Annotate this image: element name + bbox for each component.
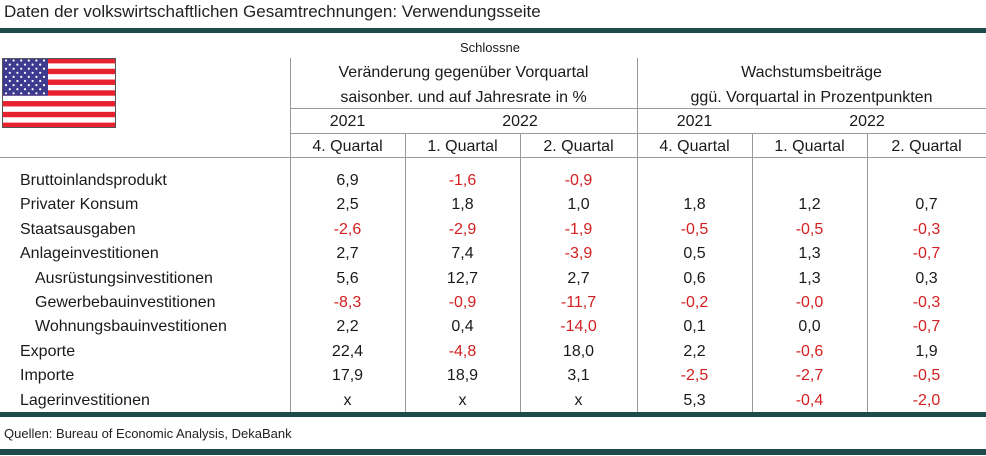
table-cell: 2,2 xyxy=(336,318,359,336)
table-cell: 17,9 xyxy=(331,367,364,385)
table-cell: 0,3 xyxy=(915,269,938,287)
table-cell: 3,1 xyxy=(567,367,590,385)
table-cell: -1,6 xyxy=(448,172,477,189)
table-cell: 7,4 xyxy=(451,245,474,263)
table-cell: 12,7 xyxy=(446,269,479,287)
row-label: Lagerinvestitionen xyxy=(20,391,150,409)
table-cell: 2,5 xyxy=(336,196,359,214)
group1-subtitle: saisonber. und auf Jahresrate in % xyxy=(340,89,587,106)
table-cell: 6,9 xyxy=(336,172,359,189)
quarter-header: 4. Quartal xyxy=(659,138,730,155)
year-label: 2021 xyxy=(676,113,713,130)
table-cell: x xyxy=(458,391,467,409)
bottom-rule-top xyxy=(0,412,986,417)
table-cell: -0,5 xyxy=(795,220,824,238)
divider-group xyxy=(637,58,638,412)
us-flag-icon xyxy=(2,58,116,128)
table-cell: 1,2 xyxy=(798,196,821,214)
table-cell: -0,9 xyxy=(448,294,477,311)
table-cell: -0,9 xyxy=(564,172,593,189)
table-cell: 0,7 xyxy=(915,196,938,214)
table-cell: -4,8 xyxy=(448,342,477,360)
table-cell: -2,7 xyxy=(795,367,824,385)
row-label: Importe xyxy=(20,367,75,385)
table-cell: 5,3 xyxy=(683,391,706,409)
table-cell: -2,5 xyxy=(680,367,709,385)
table-cell: -0,2 xyxy=(680,294,709,311)
group1-title: Veränderung gegenüber Vorquartal xyxy=(338,64,589,81)
table-cell: -2,9 xyxy=(448,220,477,238)
header-bottom-line xyxy=(0,157,986,158)
table-cell: -3,9 xyxy=(564,245,593,263)
table-cell: 0,4 xyxy=(451,318,474,336)
source-note: Quellen: Bureau of Economic Analysis, De… xyxy=(4,426,292,441)
table-cell: 22,4 xyxy=(331,342,364,360)
table-cell: x xyxy=(574,391,583,409)
table-cell: 2,7 xyxy=(336,245,359,263)
quarter-header: 4. Quartal xyxy=(312,138,383,155)
divider-col xyxy=(405,133,406,412)
row-label: Gewerbebauinvestitionen xyxy=(35,294,216,311)
table-cell: 18,9 xyxy=(446,367,479,385)
table-cell: -0,3 xyxy=(912,294,941,311)
quarter-header: 1. Quartal xyxy=(427,138,498,155)
quarter-header: 2. Quartal xyxy=(891,138,962,155)
table-cell: -0,7 xyxy=(912,245,941,263)
table-cell: -0,5 xyxy=(680,220,709,238)
bottom-rule xyxy=(0,449,986,455)
row-label: Ausrüstungsinvestitionen xyxy=(35,269,213,287)
row-label: Bruttoinlandsprodukt xyxy=(20,172,167,189)
table-cell: -11,7 xyxy=(560,294,597,311)
top-rule xyxy=(0,28,986,33)
row-label: Exporte xyxy=(20,342,76,360)
table-cell: 0,5 xyxy=(683,245,706,263)
table-cell: -1,9 xyxy=(564,220,593,238)
year-label: 2022 xyxy=(502,113,538,130)
table-cell: -8,3 xyxy=(333,294,362,311)
table-cell: -0,6 xyxy=(795,342,824,360)
group2-title: Wachstumsbeiträge xyxy=(741,64,882,81)
row-label: Privater Konsum xyxy=(20,196,139,214)
table-cell: -0,7 xyxy=(912,318,941,336)
table-cell: -2,6 xyxy=(333,220,362,238)
table-cell: -0,5 xyxy=(912,367,941,385)
year-label: 2021 xyxy=(329,113,366,130)
table-cell: x xyxy=(343,391,352,409)
table-cell: 1,9 xyxy=(915,342,938,360)
table-cell: 1,3 xyxy=(798,245,821,263)
divider-label-col xyxy=(290,58,291,412)
row-label: Anlageinvestitionen xyxy=(20,245,159,263)
table-cell: -2,0 xyxy=(912,391,941,409)
table-cell: 18,0 xyxy=(562,342,595,360)
header-note: Schlossne xyxy=(460,40,520,55)
row-label: Staatsausgaben xyxy=(20,220,136,238)
year-label: 2022 xyxy=(849,113,885,130)
header-line xyxy=(290,108,986,109)
row-label: Wohnungsbauinvestitionen xyxy=(35,318,227,336)
table-cell: 0,6 xyxy=(683,269,706,287)
table-cell: -0,3 xyxy=(912,220,941,238)
table-cell: 0,0 xyxy=(798,318,821,336)
divider-col xyxy=(752,133,753,412)
group2-subtitle: ggü. Vorquartal in Prozentpunkten xyxy=(690,89,933,106)
table-cell: 1,8 xyxy=(683,196,706,214)
table-cell: 0,1 xyxy=(683,318,706,336)
table-cell: -14,0 xyxy=(560,318,597,336)
table-cell: 2,7 xyxy=(567,269,590,287)
table-cell: 5,6 xyxy=(336,269,359,287)
table-cell: 1,8 xyxy=(451,196,474,214)
table-cell: -0,4 xyxy=(795,391,824,409)
quarter-header: 2. Quartal xyxy=(543,138,614,155)
table-cell: -0,0 xyxy=(795,294,824,311)
divider-col xyxy=(520,133,521,412)
table-cell: 1,0 xyxy=(567,196,590,214)
table-cell: 2,2 xyxy=(683,342,706,360)
quarter-header: 1. Quartal xyxy=(774,138,845,155)
page-title: Daten der volkswirtschaftlichen Gesamtre… xyxy=(4,2,541,21)
table-cell: 1,3 xyxy=(798,269,821,287)
divider-col xyxy=(867,133,868,412)
header-line xyxy=(290,133,986,134)
